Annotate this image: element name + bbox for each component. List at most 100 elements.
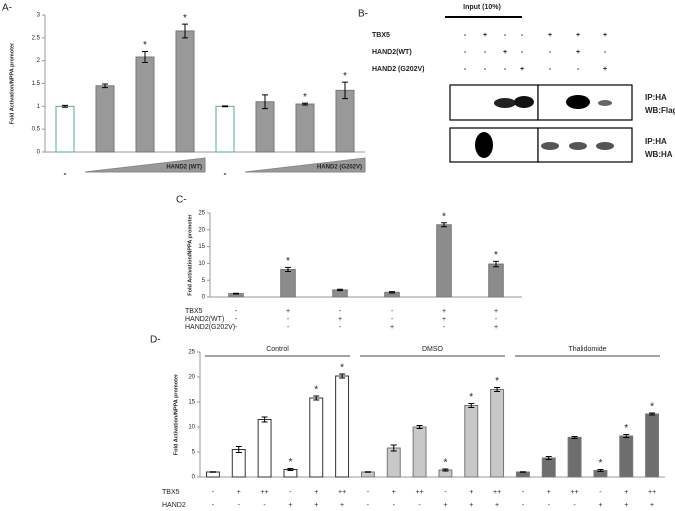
probe-label: IP:HA: [645, 137, 667, 146]
bar: [490, 389, 505, 478]
condition-mark: +: [286, 308, 290, 315]
condition-mark: ++: [338, 489, 346, 496]
condition-mark: -: [443, 324, 446, 331]
bar: [95, 85, 115, 153]
row-label: HAND2 (G202V): [372, 66, 425, 73]
condition-mark: -: [235, 308, 238, 315]
bar: [335, 375, 350, 478]
blot-images: [449, 84, 633, 163]
condition-mark: ++: [415, 489, 423, 496]
error-bar: [649, 412, 656, 416]
bar: [335, 89, 355, 153]
condition-mark: -: [464, 66, 467, 73]
error-bar: [302, 102, 308, 106]
error-bar: [285, 266, 291, 272]
condition-mark: +: [603, 32, 607, 39]
condition-mark: ++: [260, 489, 268, 496]
dose-ramp: [244, 157, 366, 173]
significance-marker: *: [442, 211, 446, 222]
error-bar: [494, 387, 501, 392]
ramp-label: HAND2 (G202V): [317, 165, 362, 171]
condition-mark: +: [624, 502, 628, 509]
significance-marker: *: [286, 256, 290, 267]
condition-mark: +: [520, 66, 524, 73]
group-label: DMSO: [422, 346, 444, 353]
condition-mark: -: [263, 502, 266, 509]
bar: [541, 457, 556, 478]
y-tick-label: 15: [198, 244, 205, 250]
condition-mark: +: [237, 489, 241, 496]
bar: [464, 405, 479, 478]
condition-mark: -: [339, 324, 342, 331]
condition-mark: -: [212, 502, 215, 509]
condition-mark: -: [484, 49, 487, 56]
condition-mark: ++: [493, 489, 501, 496]
group-label: Thalidomide: [568, 346, 606, 353]
condition-mark: -: [549, 66, 552, 73]
condition-mark: +: [390, 324, 394, 331]
bar: [567, 437, 582, 478]
probe-label: WB:HA: [645, 150, 673, 159]
condition-mark: +: [576, 49, 580, 56]
error-bar: [142, 51, 148, 63]
y-tick-label: 5: [192, 450, 196, 456]
condition-mark: -: [548, 502, 551, 509]
bar: [619, 435, 634, 478]
condition-mark: -: [287, 324, 290, 331]
error-bar: [209, 471, 216, 473]
significance-marker: *: [624, 423, 628, 434]
dose-ramp: [84, 157, 206, 173]
error-bar: [545, 456, 552, 460]
row-label: HAND2(WT): [372, 49, 412, 56]
condition-mark: +: [340, 502, 344, 509]
y-tick-label: 2.5: [32, 35, 41, 41]
bar: [386, 447, 401, 478]
condition-mark: -: [367, 502, 370, 509]
condition-mark: -: [238, 502, 241, 509]
condition-mark: +: [494, 324, 498, 331]
error-bar: [235, 446, 242, 453]
bar: [309, 397, 324, 478]
panel-label: C-: [176, 195, 187, 206]
bar: [55, 105, 75, 153]
error-bar: [222, 105, 228, 108]
condition-mark: -: [418, 502, 421, 509]
row-label: TBX5: [372, 32, 390, 39]
y-tick-label: 20: [188, 375, 195, 381]
significance-marker: *: [443, 458, 447, 469]
condition-mark: +: [483, 32, 487, 39]
significance-marker: *: [288, 457, 292, 468]
group-label: Control: [266, 346, 289, 353]
condition-mark: -: [391, 308, 394, 315]
condition-mark: +: [624, 489, 628, 496]
condition-mark: -: [599, 489, 602, 496]
condition-mark: -: [287, 316, 290, 323]
condition-mark: -: [521, 32, 524, 39]
error-bar: [62, 104, 68, 108]
y-tick-label: 1: [37, 104, 41, 110]
error-bar: [262, 94, 268, 110]
condition-mark: -: [339, 308, 342, 315]
bar: [488, 263, 504, 298]
panel-label: D-: [150, 335, 161, 346]
condition-mark: +: [494, 308, 498, 315]
condition-mark: -: [444, 489, 447, 496]
significance-marker: *: [340, 363, 344, 374]
condition-mark: -: [504, 32, 507, 39]
condition-mark: +: [547, 489, 551, 496]
bar: [175, 30, 195, 153]
significance-marker: *: [494, 250, 498, 261]
error-bar: [287, 468, 294, 471]
x-tick-label: -: [224, 168, 227, 178]
error-bar: [442, 468, 449, 472]
y-tick-label: 25: [188, 350, 195, 356]
panel-label: B-: [358, 9, 368, 20]
y-axis-title: Fold Activation/NPPA promoter: [9, 42, 15, 124]
error-bar: [337, 288, 343, 292]
condition-mark: -: [464, 49, 467, 56]
probe-label: WB:Flag: [645, 106, 675, 115]
error-bar: [390, 444, 397, 452]
bar: [231, 449, 246, 478]
significance-marker: *: [650, 402, 654, 413]
bar: [135, 56, 155, 153]
